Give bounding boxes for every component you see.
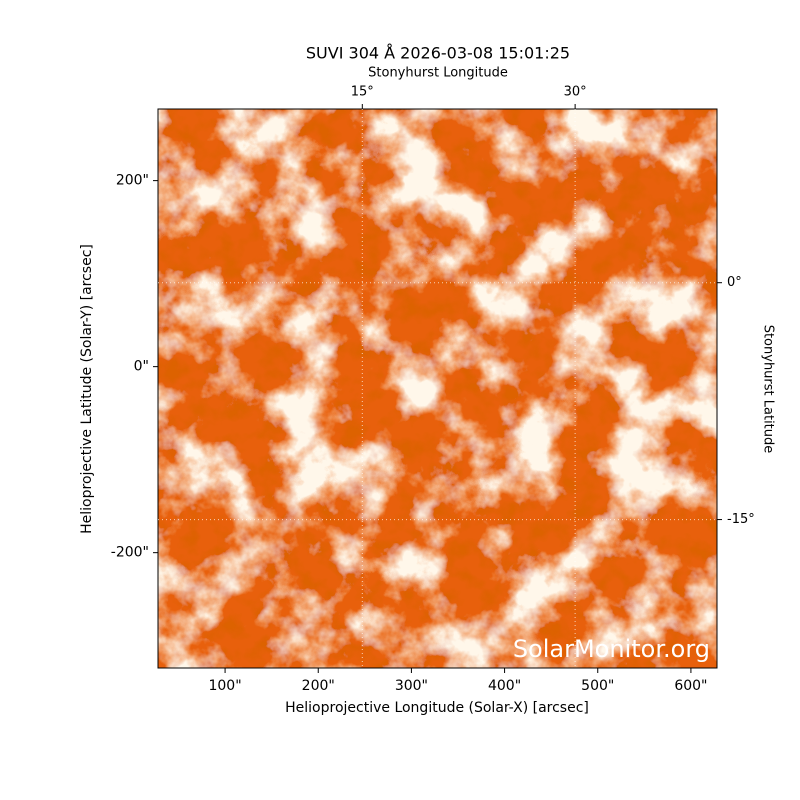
y2-tick-label: 0° [727,275,742,290]
x-tick-label: 200" [302,678,335,694]
y-tick-label: 200" [116,173,149,189]
y-tick-label: 0" [134,359,149,375]
x2-tick-label: 30° [564,85,587,100]
y2-tick-label: -15° [727,512,755,527]
x2-tick-label: 15° [351,85,374,100]
x-tick-label: 100" [208,678,241,694]
x-axis-label: Helioprojective Longitude (Solar-X) [arc… [285,700,589,716]
watermark: SolarMonitor.org [513,635,710,663]
y2-axis-label: Stonyhurst Latitude [761,325,776,454]
y-axis-label: Helioprojective Latitude (Solar-Y) [arcs… [79,244,95,534]
x-tick-label: 600" [674,678,707,694]
x-tick-label: 500" [581,678,614,694]
x-tick-label: 400" [488,678,521,694]
x2-axis-label: Stonyhurst Longitude [368,66,508,81]
y-tick-label: -200" [111,545,149,561]
plot-frame [157,108,718,669]
x-tick-label: 300" [395,678,428,694]
chart-title: SUVI 304 Å 2026-03-08 15:01:25 [306,44,570,63]
solar-image [158,109,717,668]
